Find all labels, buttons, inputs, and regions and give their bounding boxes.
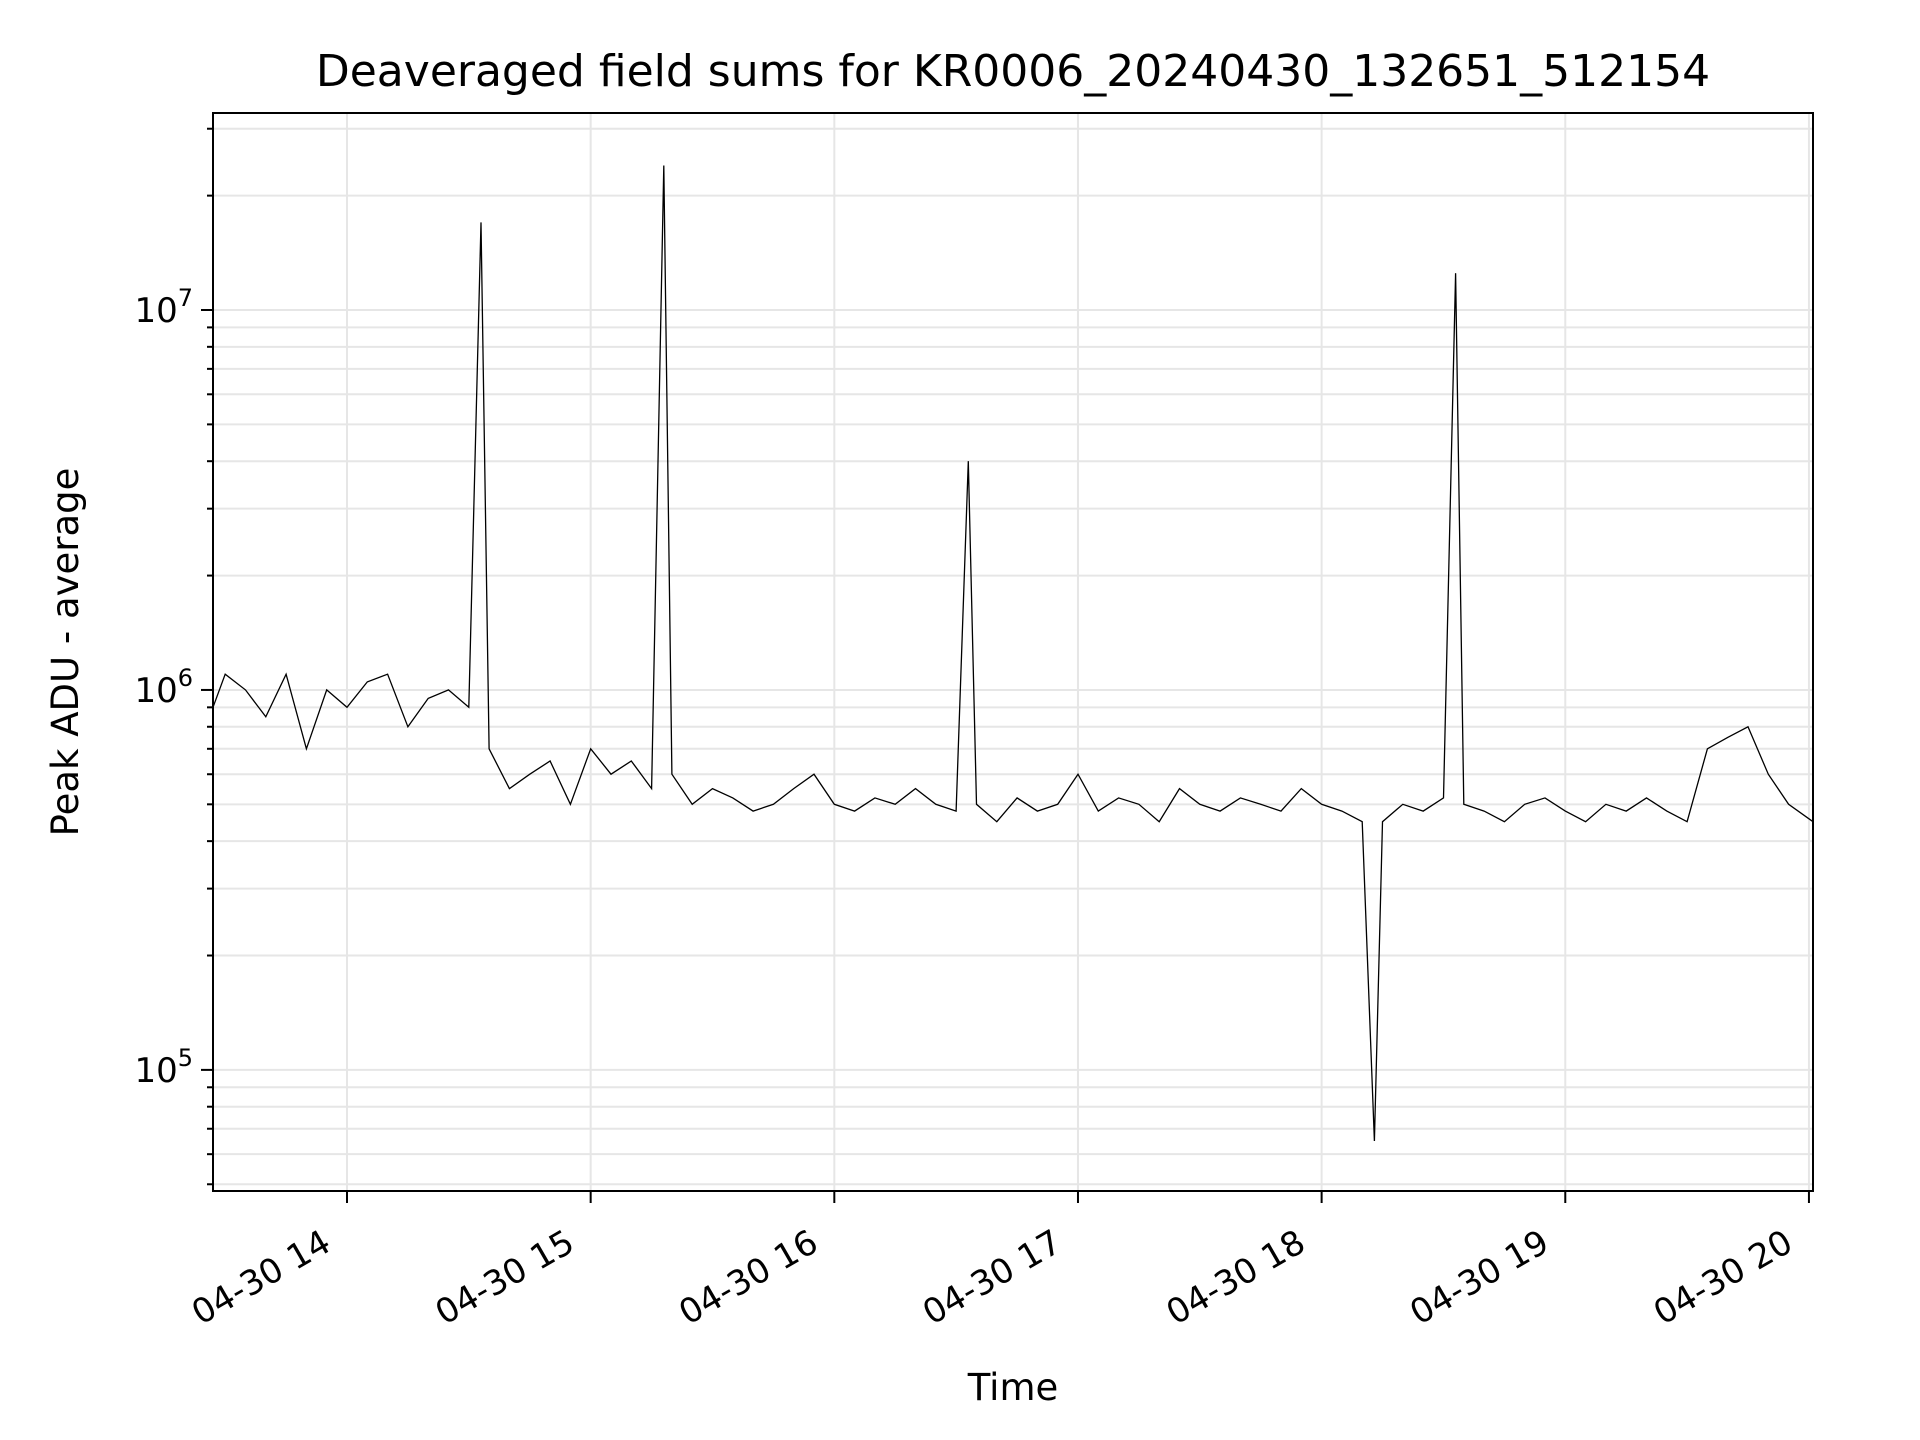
y-tick-label: 106 <box>134 664 193 711</box>
y-axis-label: Peak ADU - average <box>44 468 87 837</box>
y-axis-ticks: 105 106 107 <box>134 127 213 1186</box>
grid-lines <box>213 113 1813 1191</box>
chart-title: Deaveraged field sums for KR0006_2024043… <box>316 46 1710 97</box>
y-tick-label: 107 <box>134 284 193 331</box>
x-axis-label: Time <box>967 1366 1059 1409</box>
y-tick-label: 105 <box>134 1044 193 1091</box>
plot-frame <box>212 112 1814 1192</box>
series-group <box>212 165 1814 1142</box>
series-line <box>212 165 1814 1142</box>
